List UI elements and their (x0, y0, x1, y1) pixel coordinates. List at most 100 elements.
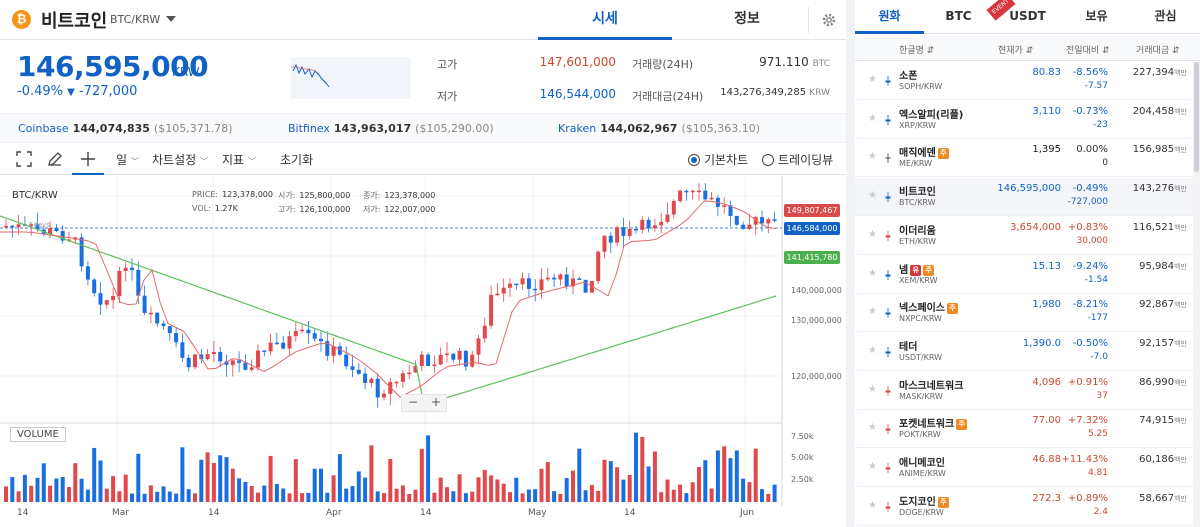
market-price: 4,096 (1032, 376, 1061, 388)
market-row[interactable]: ★ 포켓네트워크 주 POKT/KRW 77.00 +7.32% 5.25 74,915백만 (855, 410, 1193, 449)
market-row[interactable]: ★ 마스크네트워크 MASK/KRW 4,096 +0.91% 37 86,990백만 (855, 372, 1193, 410)
volume-bar (514, 477, 519, 502)
volume-bar (400, 485, 405, 502)
star-icon[interactable]: ★ (868, 422, 877, 434)
star-icon[interactable]: ★ (868, 267, 877, 279)
volume-bar (193, 493, 197, 502)
exchange-kraken[interactable]: Kraken 144,062,967 ($105,363.10) (558, 122, 760, 135)
market-row[interactable]: ★ 이더리움 ETH/KRW 3,654,000 +0.83% 30,000 116,521… (855, 217, 1193, 255)
volume-bar (167, 491, 172, 502)
exchange-coinbase[interactable]: Coinbase 144,074,835 ($105,371.78) (18, 122, 233, 135)
tab-usdt[interactable]: USDT (1009, 9, 1046, 23)
market-row[interactable]: ★ 넴 유 주 XEM/KRW 15.13 -9.24% -1.54 95,984백만 (855, 256, 1193, 294)
volume-bar (426, 435, 431, 502)
candle-body (564, 274, 569, 287)
market-row[interactable]: ★ 엑스알피(리플) XRP/KRW 3,110 -0.73% -23 204,458백만 (855, 101, 1193, 139)
exchange-usd: ($105,290.00) (415, 122, 494, 135)
candle-body (174, 333, 179, 343)
market-row[interactable]: ★ 도지코인 주 DOGE/KRW 272.3 +0.89% 2.4 58,667백만 (855, 488, 1193, 526)
market-volume: 58,667백만 (1139, 493, 1187, 504)
star-icon[interactable]: ★ (868, 151, 877, 163)
reset-button[interactable]: 초기화 (280, 153, 314, 167)
star-icon[interactable]: ★ (868, 344, 877, 356)
col-change[interactable]: 전일대비 ⇵ (1066, 46, 1110, 56)
candle-body (224, 361, 229, 365)
candle-body (526, 278, 531, 289)
market-badge: 주 (956, 419, 968, 431)
tradingview-radio[interactable]: 트레이딩뷰 (762, 151, 833, 168)
exchange-bitfinex[interactable]: Bitfinex 143,963,017 ($105,290.00) (288, 122, 494, 135)
tab-krw[interactable]: 원화 (855, 0, 924, 34)
market-price: 15.13 (1032, 260, 1061, 272)
market-badge: 주 (947, 303, 958, 315)
chart-toolbar: 일 ﹀ 차트설정 ﹀ 지표 ﹀ 초기화 기본차트 트레이딩뷰 (0, 143, 846, 175)
col-volume[interactable]: 거래대금 ⇵ (1136, 46, 1180, 56)
star-icon[interactable]: ★ (868, 499, 877, 511)
x-axis-tick: May (528, 508, 547, 518)
period-dropdown[interactable]: 일 ﹀ (116, 151, 139, 168)
candle-body (167, 326, 172, 334)
star-icon[interactable]: ★ (868, 190, 877, 202)
volume-bar (577, 448, 582, 502)
tab-btc[interactable]: BTC (945, 9, 972, 23)
scrollbar-track[interactable] (1193, 62, 1200, 527)
tab-holdings[interactable]: 보유 (1085, 9, 1108, 23)
caret-down-icon[interactable] (166, 16, 176, 22)
zoom-in-button[interactable]: + (431, 395, 442, 409)
market-row[interactable]: ★ 테더 USDT/KRW 1,390.0 -0.50% -7.0 92,157백만 (855, 333, 1193, 371)
star-icon[interactable]: ★ (868, 306, 877, 318)
volume-bar (760, 489, 764, 502)
crosshair-tool[interactable] (72, 143, 104, 175)
market-pair: POKT/KRW (899, 430, 941, 440)
market-row[interactable]: ★ 넥스페이스 주 NXPC/KRW 1,980 -8.21% -177 92,867백만 (855, 294, 1193, 333)
volume-bar (571, 470, 575, 502)
tab-favorites[interactable]: 관심 (1154, 9, 1177, 23)
zoom-out-button[interactable]: − (408, 395, 419, 409)
indicators-dropdown[interactable]: 지표 ﹀ (222, 151, 256, 168)
chart-canvas[interactable] (0, 176, 846, 527)
candle-body (48, 228, 53, 235)
candle-body (589, 281, 594, 293)
candlestick-chart[interactable]: BTC/KRW 5days PRICE: 123,378,000 시가: 125,8… (0, 176, 846, 527)
candle-body (10, 225, 15, 228)
chart-settings-dropdown[interactable]: 차트설정 ﹀ (152, 151, 208, 168)
scrollbar-thumb[interactable] (1194, 62, 1199, 172)
col-price[interactable]: 현재가 ⇵ (998, 46, 1034, 56)
star-icon[interactable]: ★ (868, 112, 877, 124)
star-icon[interactable]: ★ (868, 383, 877, 395)
market-row[interactable]: ★ 소폰 SOPH/KRW 80.83 -8.56% -7.57 227,394백만 (855, 62, 1193, 100)
market-change-pct: -8.21% (1072, 299, 1108, 311)
candle-body (659, 221, 664, 226)
candle-body (111, 295, 116, 301)
volume-bar (369, 445, 374, 502)
volume-bar (413, 489, 418, 502)
star-icon[interactable]: ★ (868, 228, 877, 240)
candle-body (634, 228, 638, 231)
market-row[interactable]: ★ 비트코인 BTC/KRW 146,595,000 -0.49% -727,000 143… (855, 178, 1193, 217)
market-name: 포켓네트워크 주 (899, 415, 968, 431)
market-badge: 주 (937, 496, 949, 508)
candle-body (369, 378, 374, 383)
ma-short-line (0, 200, 777, 398)
tab-market-price[interactable]: 시세 (538, 0, 672, 40)
pencil-icon[interactable] (46, 150, 64, 168)
volume-bar (596, 490, 601, 502)
star-icon[interactable]: ★ (868, 461, 877, 472)
settings-button[interactable] (808, 7, 848, 33)
market-pair: XEM/KRW (899, 275, 938, 285)
volume-bar (10, 477, 15, 502)
tab-info[interactable]: 정보 (734, 11, 760, 27)
candle-body (136, 270, 141, 296)
high-value: 147,601,000 (539, 55, 616, 69)
market-row[interactable]: ★ 애니메코인 ANIME/KRW 46.88 +11.43% 4.81 60,186백만 (855, 449, 1193, 487)
star-icon[interactable]: ★ (868, 74, 877, 85)
fullscreen-icon[interactable] (15, 150, 33, 168)
basic-chart-radio[interactable]: 기본차트 (688, 151, 748, 168)
candle-body (545, 277, 550, 280)
market-row[interactable]: ★ 매직에덴 주 ME/KRW 1,395 0.00% 0 156,985백만 (855, 139, 1193, 178)
market-name: 비트코인 (899, 183, 936, 198)
col-name[interactable]: 한글명 ⇵ (899, 46, 935, 56)
volume-bar (356, 471, 361, 502)
candle-body (426, 354, 431, 366)
candle-body (394, 381, 399, 384)
